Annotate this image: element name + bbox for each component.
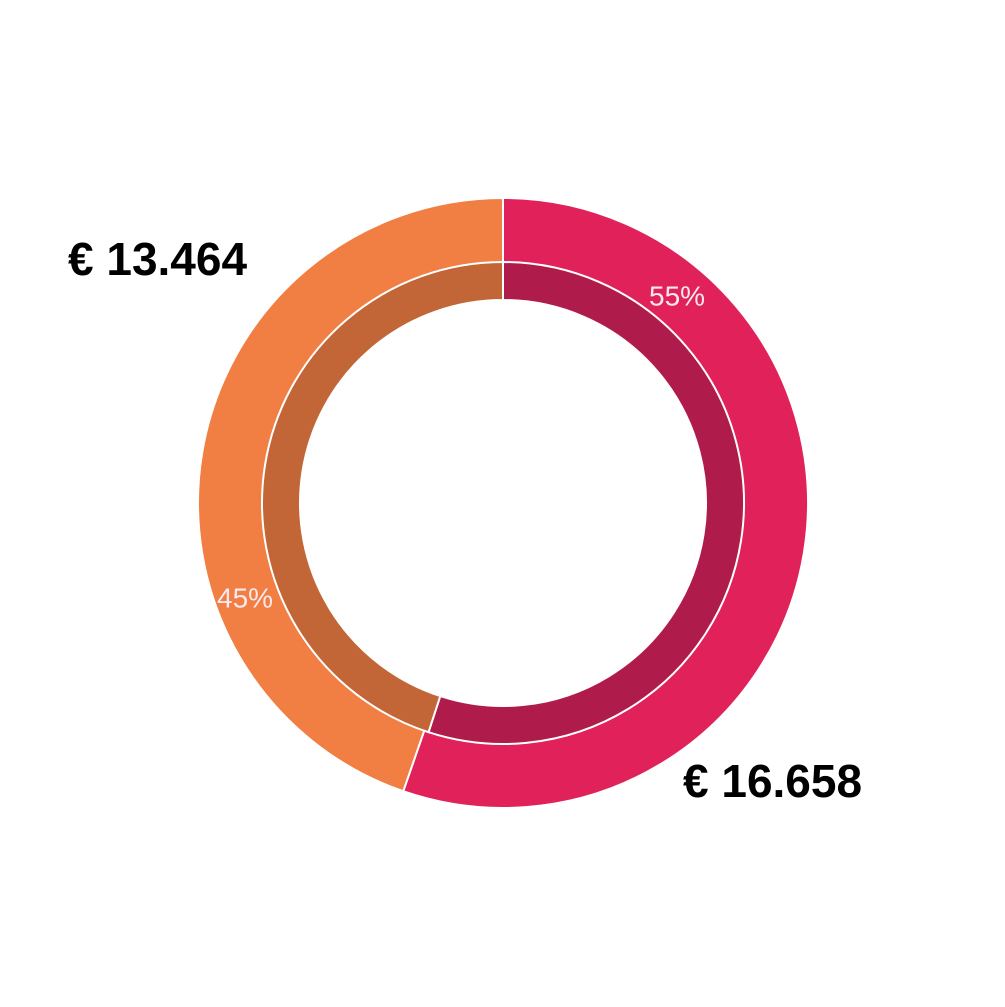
donut-inner-segment	[427, 260, 745, 745]
donut-inner-segment	[261, 260, 504, 734]
share-label: 45%	[217, 582, 273, 613]
share-label: 55%	[649, 280, 705, 311]
value-label: € 16.658	[683, 755, 862, 807]
value-label: € 13.464	[68, 233, 247, 285]
donut	[197, 196, 810, 809]
